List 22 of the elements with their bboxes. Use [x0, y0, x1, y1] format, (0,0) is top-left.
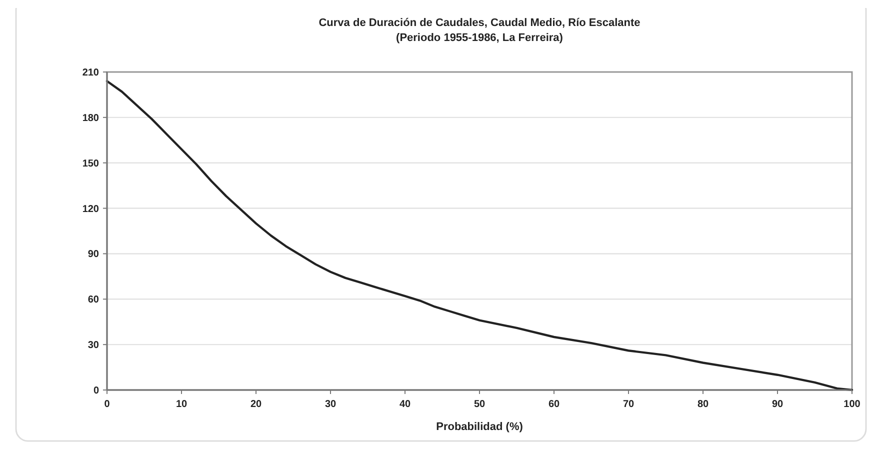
- x-tick-label: 60: [548, 399, 560, 410]
- y-tick-label: 0: [93, 386, 100, 396]
- x-tick-label: 40: [399, 399, 411, 410]
- x-tick-label: 30: [324, 399, 336, 410]
- y-tick-label: 90: [88, 249, 100, 260]
- y-tick-label: 150: [82, 158, 100, 170]
- x-tick-label: 0: [104, 399, 110, 410]
- x-tick-label: 80: [697, 399, 709, 410]
- y-tick-label: 60: [88, 294, 100, 306]
- y-tick-label: 210: [82, 68, 100, 78]
- chart-subtitle: (Periodo 1955-1986, La Ferreira): [396, 32, 564, 44]
- y-tick-label: 120: [82, 204, 100, 215]
- x-tick-label: 90: [772, 399, 784, 410]
- x-axis-title: Probabilidad (%): [436, 421, 524, 433]
- y-tick-label: 30: [88, 340, 100, 352]
- x-tick-label: 20: [250, 399, 262, 410]
- x-tick-label: 70: [622, 399, 634, 410]
- x-tick-label: 10: [176, 399, 188, 410]
- chart-title: Curva de Duración de Caudales, Caudal Medio, Río Escalante: [318, 17, 640, 29]
- x-tick-label: 50: [474, 399, 486, 410]
- y-tick-label: 180: [82, 112, 100, 124]
- x-tick-label: 100: [844, 399, 861, 410]
